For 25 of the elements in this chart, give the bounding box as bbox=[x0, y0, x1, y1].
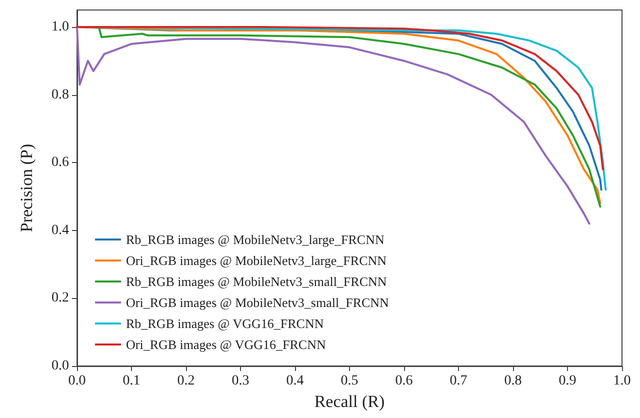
y-tick-label: 0.4 bbox=[52, 222, 69, 238]
x-tick-label: 1.0 bbox=[613, 374, 631, 388]
legend-label: Ori_RGB images @ MobileNetv3_small_FRCNN bbox=[126, 295, 390, 310]
y-tick-label: 1.0 bbox=[52, 19, 69, 34]
x-tick-label: 0.7 bbox=[450, 374, 468, 388]
x-tick-label: 0.4 bbox=[286, 374, 304, 388]
x-tick-label: 0.1 bbox=[122, 374, 140, 388]
legend-label: Rb_RGB images @ MobileNetv3_large_FRCNN bbox=[126, 232, 385, 247]
y-tick-label: 0.6 bbox=[52, 155, 69, 170]
x-tick-label: 0.5 bbox=[340, 374, 358, 388]
y-tick-label: 0.2 bbox=[52, 290, 69, 306]
y-tick-label: 0.0 bbox=[52, 358, 69, 374]
x-tick-label: 0.3 bbox=[232, 374, 250, 388]
x-tick-label: 0.0 bbox=[68, 374, 86, 388]
y-axis-title: Precision (P) bbox=[17, 144, 36, 232]
legend-label: Ori_RGB images @ MobileNetv3_large_FRCNN bbox=[126, 253, 388, 268]
legend-label: Rb_RGB images @ MobileNetv3_small_FRCNN bbox=[126, 274, 388, 289]
y-tick-label: 0.8 bbox=[52, 87, 69, 102]
x-tick-label: 0.8 bbox=[504, 374, 522, 388]
x-tick-label: 0.2 bbox=[177, 374, 195, 388]
legend-label: Rb_RGB images @ VGG16_FRCNN bbox=[126, 316, 324, 331]
x-tick-label: 0.6 bbox=[395, 374, 413, 388]
x-axis-title: Recall (R) bbox=[314, 392, 385, 411]
legend-label: Ori_RGB images @ VGG16_FRCNN bbox=[126, 337, 326, 352]
x-tick-label: 0.9 bbox=[558, 374, 576, 388]
